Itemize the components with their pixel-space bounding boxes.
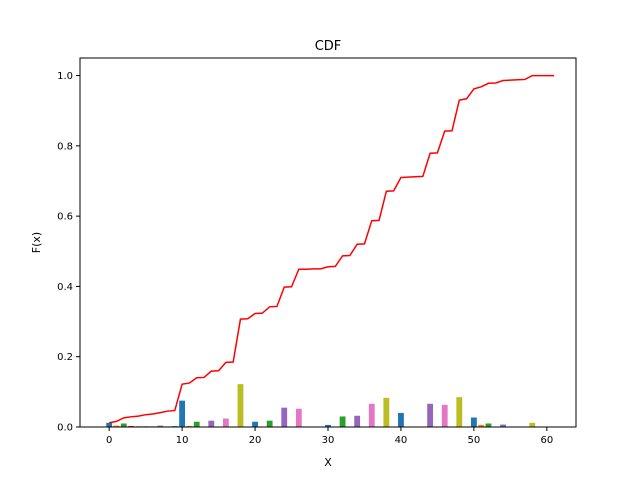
bar [339, 416, 346, 427]
bar [281, 407, 288, 427]
y-tick-label: 0.0 [57, 423, 73, 434]
y-tick-label: 0.8 [57, 141, 73, 152]
bar [441, 404, 448, 427]
x-axis-ticks: 0 10 20 30 40 50 60 [106, 427, 553, 446]
bar [128, 425, 134, 427]
bar [266, 420, 273, 427]
bar [427, 403, 434, 427]
bar [325, 424, 331, 427]
bar [171, 425, 178, 427]
bar [478, 424, 485, 427]
bar [368, 403, 375, 427]
bar [383, 397, 390, 427]
bar [295, 408, 302, 427]
y-tick-label: 1.0 [57, 71, 73, 82]
x-tick-label: 10 [176, 435, 189, 446]
bar [106, 422, 113, 427]
bar [252, 421, 258, 427]
bar [193, 421, 200, 427]
bar [485, 423, 492, 427]
x-tick-label: 50 [468, 435, 481, 446]
bar [222, 418, 229, 427]
bar [354, 415, 361, 427]
x-tick-label: 60 [540, 435, 553, 446]
y-tick-label: 0.2 [57, 352, 73, 363]
bar [179, 400, 186, 427]
x-tick-label: 20 [249, 435, 262, 446]
y-axis-ticks: 0.0 0.2 0.4 0.6 0.8 1.0 [57, 71, 80, 434]
bar [208, 420, 215, 427]
y-axis-label: F(x) [30, 232, 43, 253]
y-tick-label: 0.4 [57, 282, 73, 293]
bar [529, 422, 536, 427]
bar [398, 412, 404, 427]
bar [456, 397, 463, 427]
bar [470, 417, 477, 427]
y-tick-label: 0.6 [57, 212, 73, 223]
chart-title: CDF [315, 39, 342, 54]
x-tick-label: 40 [395, 435, 408, 446]
bar [186, 425, 193, 427]
bar [157, 425, 164, 427]
x-tick-label: 0 [106, 435, 112, 446]
bar [113, 425, 120, 427]
bar [237, 384, 244, 427]
x-axis-label: X [324, 456, 332, 469]
cdf-line-series [109, 74, 555, 424]
x-tick-label: 30 [322, 435, 335, 446]
bar [120, 423, 127, 427]
cdf-line [109, 74, 555, 424]
bar [500, 424, 506, 427]
